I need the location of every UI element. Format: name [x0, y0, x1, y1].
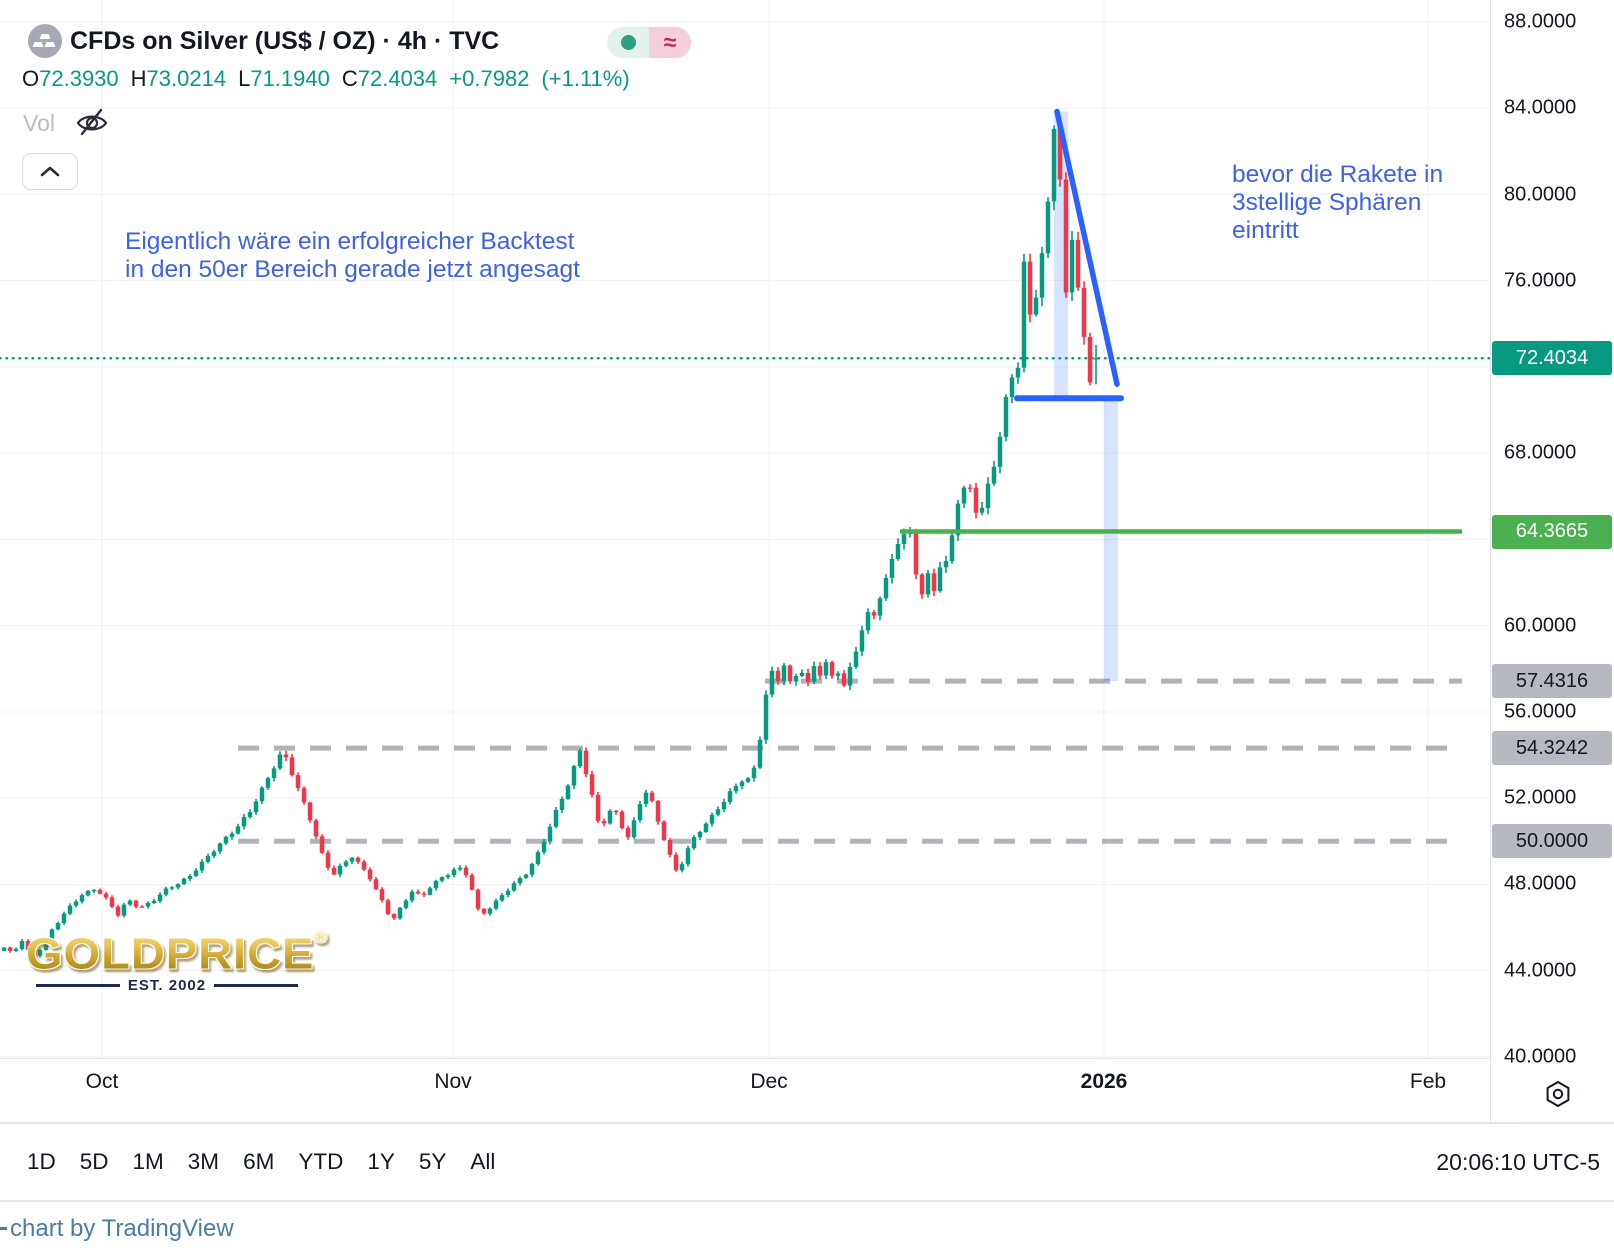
range-button-All[interactable]: All [470, 1149, 496, 1174]
price-axis-label: 68.0000 [1504, 441, 1577, 464]
symbol-title[interactable]: CFDs on Silver (US$ / OZ) · 4h · TVC [70, 27, 500, 55]
time-axis-label-2026: 2026 [1080, 1070, 1128, 1093]
annotation-rocket-text[interactable]: bevor die Rakete in 3stellige Sphären eint… [1232, 161, 1443, 245]
annotation-line: Eigentlich wäre ein erfolgreicher Backte… [125, 228, 575, 255]
toolbar-separator-top [0, 1122, 1614, 1124]
change-percent: (+1.11%) [541, 66, 630, 91]
approx-icon: ≈ [663, 29, 677, 55]
tradingview-credit-link[interactable]: chart by TradingView [10, 1215, 234, 1242]
price-badge-50.0000: 50.0000 [1492, 824, 1612, 859]
price-axis-label: 88.0000 [1504, 10, 1577, 33]
annotation-line: eintritt [1232, 217, 1299, 244]
time-axis-label-Feb: Feb [1409, 1070, 1447, 1093]
approx-status-half[interactable]: ≈ [649, 27, 691, 58]
close-value: 72.4034 [357, 66, 438, 91]
volume-hidden-eye-icon[interactable] [74, 106, 110, 140]
price-axis-label: 80.0000 [1504, 183, 1577, 205]
high-label: H [130, 66, 147, 91]
price-axis-label: 48.0000 [1504, 872, 1577, 895]
volume-label: Vol [23, 110, 55, 136]
price-axis-border [1490, 0, 1491, 1122]
silver-symbol-icon[interactable] [28, 24, 62, 58]
high-value: 73.0214 [146, 66, 227, 91]
price-axis-label: 40.0000 [1504, 1045, 1577, 1068]
price-axis-label: 84.0000 [1504, 96, 1577, 119]
candlestick-series [1, 122, 1099, 958]
price-axis-label: 44.0000 [1504, 959, 1577, 982]
chevron-up-icon [40, 166, 60, 177]
clock-display[interactable]: 20:06:10 UTC-5 [1436, 1148, 1600, 1175]
credit-cut-fragment [0, 1227, 7, 1230]
market-open-dot-icon [620, 35, 636, 50]
range-button-1D[interactable]: 1D [27, 1149, 56, 1174]
close-label: C [341, 66, 358, 91]
market-status-half[interactable] [607, 27, 649, 58]
time-axis[interactable]: Oct Nov Dec 2026 Feb [0, 1058, 1490, 1123]
open-value: 72.3930 [39, 66, 119, 91]
low-label: L [238, 66, 251, 91]
range-button-YTD[interactable]: YTD [298, 1149, 344, 1174]
price-badge-72.4034: 72.4034 [1492, 341, 1612, 376]
annotation-backtest-text[interactable]: Eigentlich wäre ein erfolgreicher Backte… [125, 228, 580, 284]
symbol-status-pill[interactable]: ≈ [607, 27, 691, 58]
range-button-3M[interactable]: 3M [187, 1149, 220, 1174]
price-axis-label: 76.0000 [1504, 269, 1577, 292]
toolbar-separator-bottom [0, 1200, 1614, 1202]
price-badge-54.3242: 54.3242 [1492, 731, 1612, 766]
range-button-1M[interactable]: 1M [132, 1149, 164, 1174]
price-badge-57.4316: 57.4316 [1492, 664, 1612, 699]
range-button-1Y[interactable]: 1Y [367, 1149, 395, 1174]
price-axis-label: 56.0000 [1504, 700, 1577, 723]
projection-box-2 [1104, 398, 1118, 681]
est-text: EST. 2002 [127, 977, 207, 994]
time-axis-label-Oct: Oct [85, 1070, 119, 1093]
time-axis-label-Nov: Nov [434, 1070, 472, 1093]
registered-mark: ® [314, 928, 328, 947]
trendline-drawing [1054, 108, 1120, 387]
goldprice-watermark: GOLDPRICE® EST. 2002 [26, 928, 308, 994]
range-button-5D[interactable]: 5D [79, 1149, 109, 1174]
scale-settings-icon[interactable] [1542, 1078, 1574, 1110]
chart-canvas[interactable] [0, 0, 1490, 1058]
annotation-line: bevor die Rakete in [1232, 161, 1444, 188]
range-button-5Y[interactable]: 5Y [418, 1149, 447, 1174]
price-axis-label: 60.0000 [1504, 614, 1577, 637]
price-axis[interactable]: 88.0000 84.0000 80.0000 76.0000 68.0000 60.00… [1490, 0, 1614, 1122]
collapse-legend-button[interactable] [22, 153, 78, 190]
open-label: O [22, 66, 40, 91]
date-range-toolbar: 1D 5D 1M 3M 6M YTD 1Y 5Y All [27, 1124, 495, 1200]
price-badge-64.3665: 64.3665 [1492, 514, 1612, 549]
time-axis-label-Dec: Dec [750, 1070, 788, 1093]
annotation-line: 3stellige Sphären [1232, 189, 1422, 216]
annotation-line: in den 50er Bereich gerade jetzt angesag… [125, 256, 580, 283]
change-value: +0.7982 [449, 66, 530, 91]
ohlc-legend: O72.3930 H73.0214 L71.1940 C72.4034 +0.7982 (… [22, 66, 630, 92]
goldprice-logo-text: GOLDPRICE [26, 928, 315, 978]
est-rule-right [214, 984, 299, 987]
price-axis-label: 52.0000 [1504, 786, 1577, 809]
range-button-6M[interactable]: 6M [243, 1149, 275, 1174]
low-value: 71.1940 [250, 66, 330, 91]
est-rule-left [35, 984, 120, 987]
